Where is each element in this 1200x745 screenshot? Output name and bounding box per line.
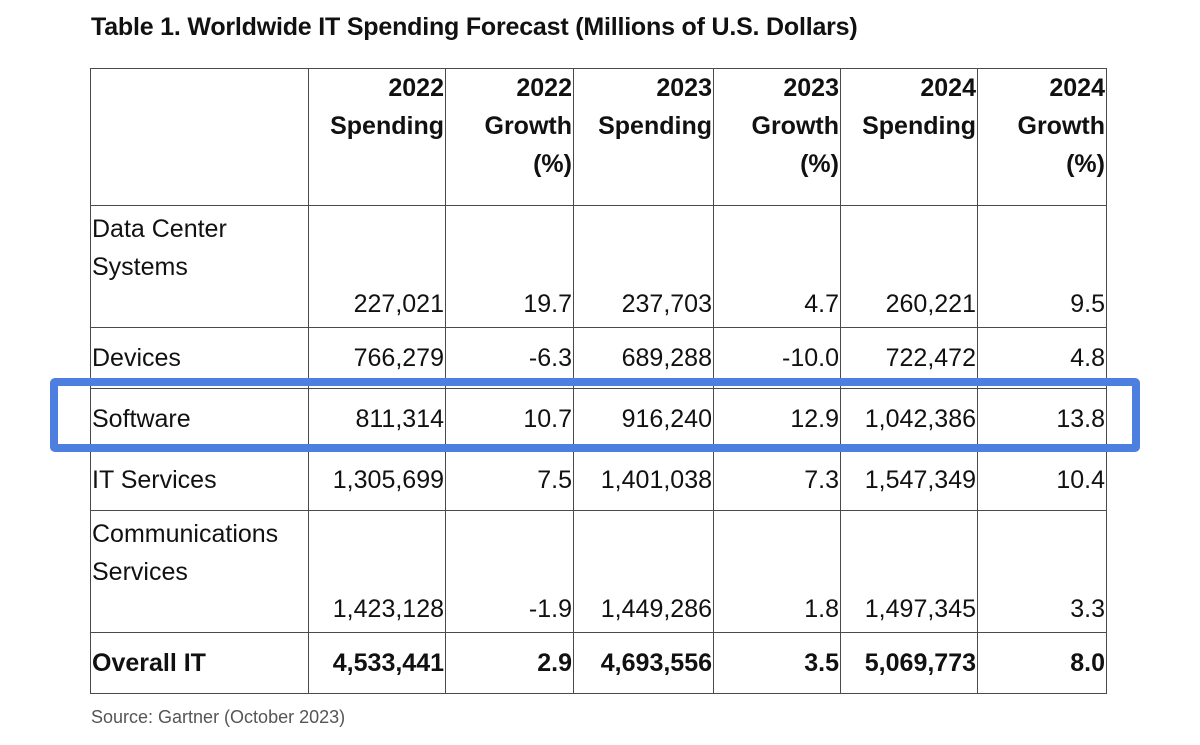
cell-2022-spending: 4,533,441	[308, 632, 446, 694]
cell-2022-growth: 19.7	[445, 205, 574, 328]
cell-2023-spending: 237,703	[573, 205, 714, 328]
cell-2024-spending: 1,042,386	[840, 388, 978, 450]
cell-2023-growth: 7.3	[713, 449, 841, 511]
cell-2022-spending: 1,305,699	[308, 449, 446, 511]
table-row-software: Software 811,314 10.7 916,240 12.9 1,042…	[90, 388, 1107, 450]
row-category: Data Center Systems	[90, 205, 309, 328]
cell-2024-growth: 3.3	[977, 510, 1107, 633]
cell-2023-spending: 4,693,556	[573, 632, 714, 694]
header-2022-growth: 2022 Growth (%)	[445, 68, 574, 206]
cell-2024-growth: 8.0	[977, 632, 1107, 694]
cell-2024-spending: 1,497,345	[840, 510, 978, 633]
header-2022-spending: 2022 Spending	[308, 68, 446, 206]
cell-2022-spending: 1,423,128	[308, 510, 446, 633]
cell-2022-growth: 10.7	[445, 388, 574, 450]
header-2024-spending: 2024 Spending	[840, 68, 978, 206]
table-row-devices: Devices 766,279 -6.3 689,288 -10.0 722,4…	[90, 327, 1107, 389]
cell-2024-growth: 4.8	[977, 327, 1107, 389]
cell-2022-growth: 2.9	[445, 632, 574, 694]
cell-2023-growth: -10.0	[713, 327, 841, 389]
header-2024-growth: 2024 Growth (%)	[977, 68, 1107, 206]
cell-2023-growth: 12.9	[713, 388, 841, 450]
cell-2022-spending: 811,314	[308, 388, 446, 450]
header-row: 2022 Spending 2022 Growth (%) 2023 Spend…	[90, 68, 1107, 206]
cell-2023-growth: 4.7	[713, 205, 841, 328]
cell-2024-spending: 1,547,349	[840, 449, 978, 511]
cell-2023-spending: 916,240	[573, 388, 714, 450]
cell-2023-growth: 3.5	[713, 632, 841, 694]
cell-2024-spending: 5,069,773	[840, 632, 978, 694]
cell-2024-growth: 9.5	[977, 205, 1107, 328]
source-note: Source: Gartner (October 2023)	[91, 707, 346, 727]
table-row-it-services: IT Services 1,305,699 7.5 1,401,038 7.3 …	[90, 449, 1107, 511]
cell-2023-growth: 1.8	[713, 510, 841, 633]
table-row-communications-services: Communications Services 1,423,128 -1.9 1…	[90, 510, 1107, 633]
cell-2023-spending: 689,288	[573, 327, 714, 389]
cell-2022-growth: -1.9	[445, 510, 574, 633]
it-spending-table: 2022 Spending 2022 Growth (%) 2023 Spend…	[90, 68, 1107, 694]
header-2023-growth: 2023 Growth (%)	[713, 68, 841, 206]
row-category: Devices	[90, 327, 309, 389]
cell-2024-spending: 260,221	[840, 205, 978, 328]
table-row-overall-it: Overall IT 4,533,441 2.9 4,693,556 3.5 5…	[90, 632, 1107, 694]
cell-2024-growth: 13.8	[977, 388, 1107, 450]
table-row-data-center-systems: Data Center Systems 227,021 19.7 237,703…	[90, 205, 1107, 328]
cell-2023-spending: 1,449,286	[573, 510, 714, 633]
cell-2024-spending: 722,472	[840, 327, 978, 389]
cell-2024-growth: 10.4	[977, 449, 1107, 511]
row-category: Overall IT	[90, 632, 309, 694]
header-2023-spending: 2023 Spending	[573, 68, 714, 206]
cell-2022-growth: -6.3	[445, 327, 574, 389]
header-category	[90, 68, 309, 206]
row-category: Communications Services	[90, 510, 309, 633]
table-title: Table 1. Worldwide IT Spending Forecast …	[91, 13, 858, 41]
cell-2022-spending: 227,021	[308, 205, 446, 328]
cell-2022-spending: 766,279	[308, 327, 446, 389]
row-category: IT Services	[90, 449, 309, 511]
row-category: Software	[90, 388, 309, 450]
cell-2022-growth: 7.5	[445, 449, 574, 511]
cell-2023-spending: 1,401,038	[573, 449, 714, 511]
